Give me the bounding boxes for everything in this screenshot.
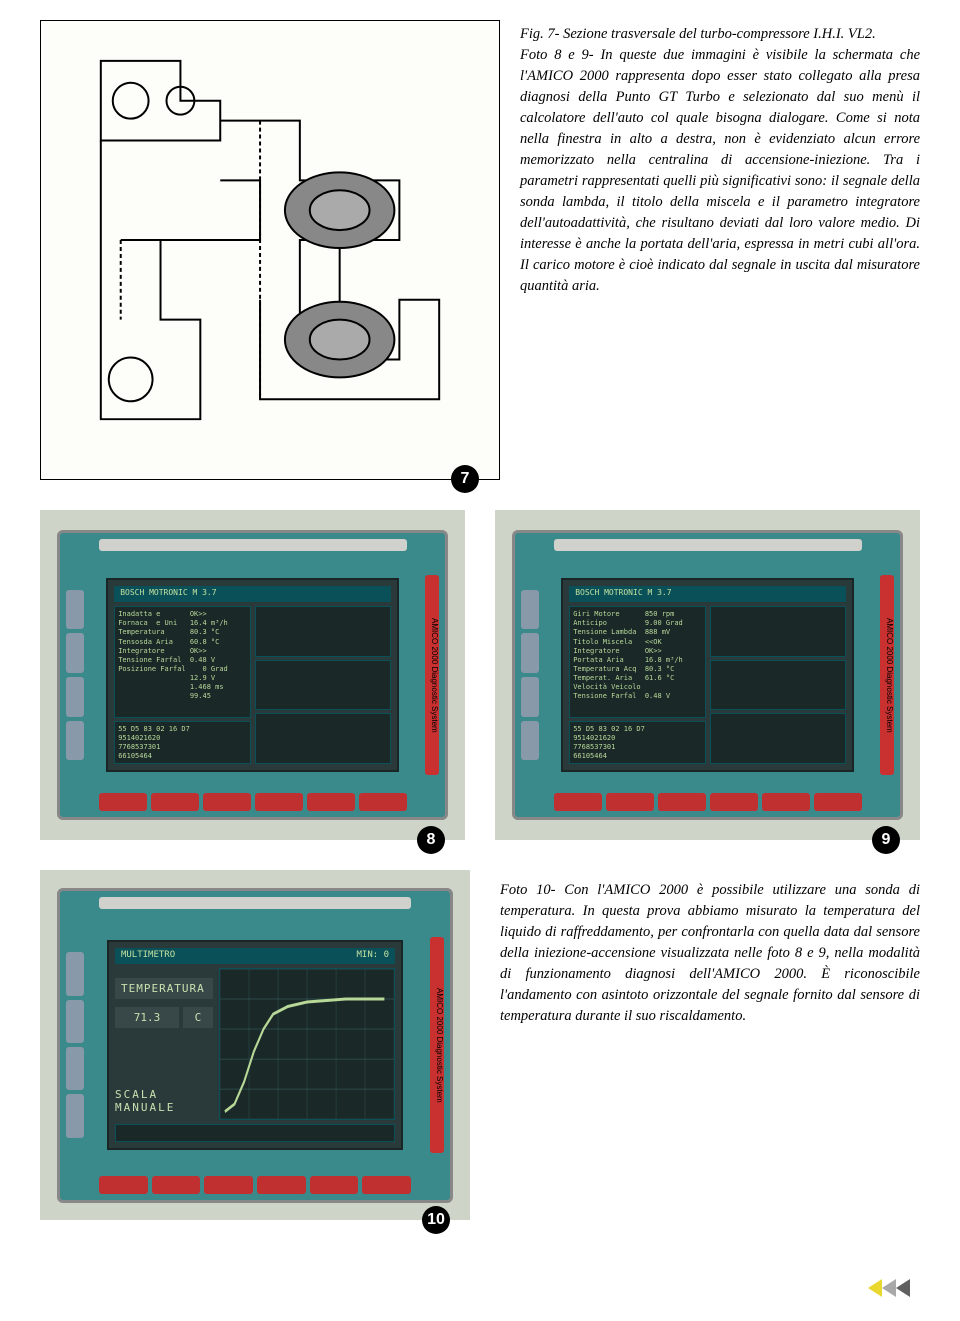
photo-8-9-caption: Foto 8 e 9- In queste due immagini è vis… [520, 47, 920, 294]
device-10-bottom-buttons [99, 1176, 411, 1194]
device-10-bezel: AMICO 2000 Diagnostic System MULTIMETRO … [57, 888, 453, 1203]
device-10-left-buttons [66, 952, 84, 1137]
screen-10-left-panel: TEMPERATURA 71.3 C SCALA MANUALE [115, 968, 213, 1120]
device-photo-10: AMICO 2000 Diagnostic System MULTIMETRO … [40, 870, 470, 1220]
screen-8-codes: 55 D5 83 02 16 D7 9514021620 7768537301 … [114, 721, 250, 764]
scale-mode-label: SCALA MANUALE [115, 1088, 213, 1114]
footer-arrows [868, 1279, 910, 1297]
screen-10-header-right: MIN: 0 [357, 950, 390, 962]
screen-9-panel-r2 [710, 660, 846, 710]
device-8-bezel: AMICO 2000 Diagnostic System BOSCH MOTRO… [57, 530, 448, 820]
device-8-side-label: AMICO 2000 Diagnostic System [425, 575, 439, 774]
badge-8: 8 [417, 826, 445, 854]
temperature-value: 71.3 [115, 1007, 179, 1028]
arrow-icon [896, 1279, 910, 1297]
screen-9-panel-r1 [710, 606, 846, 656]
screen-10-chart [219, 968, 395, 1120]
device-photo-9: AMICO 2000 Diagnostic System BOSCH MOTRO… [495, 510, 920, 840]
device-9-bezel: AMICO 2000 Diagnostic System BOSCH MOTRO… [512, 530, 903, 820]
device-8-screen: BOSCH MOTRONIC M 3.7 Inadatta e OK>> For… [106, 578, 399, 771]
device-8-bottom-buttons [99, 793, 407, 811]
screen-10-header-left: MULTIMETRO [121, 950, 175, 962]
device-8-top-bar [99, 539, 407, 551]
device-9-screen: BOSCH MOTRONIC M 3.7 Giri Motore 850 rpm… [561, 578, 854, 771]
turbo-cross-section [61, 41, 479, 459]
temperature-unit: C [183, 1007, 213, 1028]
temperature-label: TEMPERATURA [115, 978, 213, 999]
device-9-side-label: AMICO 2000 Diagnostic System [880, 575, 894, 774]
screen-9-codes: 55 D5 83 02 16 D7 9514021620 7768537301 … [569, 721, 705, 764]
screen-9-panel-r3 [710, 713, 846, 763]
badge-10: 10 [422, 1206, 450, 1234]
photo-10-caption: Foto 10- Con l'AMICO 2000 è possibile ut… [500, 882, 920, 1024]
device-10-screen: MULTIMETRO MIN: 0 TEMPERATURA 71.3 C SCA… [107, 940, 403, 1150]
screen-8-panel-r3 [255, 713, 391, 763]
screen-8-panel-r2 [255, 660, 391, 710]
device-10-top-bar [99, 897, 411, 909]
badge-7: 7 [451, 465, 479, 493]
caption-text-2: Foto 10- Con l'AMICO 2000 è possibile ut… [500, 870, 920, 1027]
screen-10-footer [115, 1124, 395, 1142]
badge-9: 9 [872, 826, 900, 854]
figure-7-title: Fig. 7- Sezione trasversale del turbo-co… [520, 26, 876, 42]
screen-8-panel-r1 [255, 606, 391, 656]
device-9-bottom-buttons [554, 793, 862, 811]
device-10-side-label: AMICO 2000 Diagnostic System [430, 937, 444, 1153]
screen-10-header: MULTIMETRO MIN: 0 [115, 948, 395, 964]
arrow-icon [868, 1279, 882, 1297]
screen-9-header: BOSCH MOTRONIC M 3.7 [569, 586, 846, 602]
device-8-left-buttons [66, 590, 84, 761]
caption-text-1: Fig. 7- Sezione trasversale del turbo-co… [520, 20, 920, 480]
device-photo-8: AMICO 2000 Diagnostic System BOSCH MOTRO… [40, 510, 465, 840]
screen-8-params: Inadatta e OK>> Fornaca e Uni 16.4 m³/h … [114, 606, 250, 718]
device-9-left-buttons [521, 590, 539, 761]
figure-7-diagram: 7 [40, 20, 500, 480]
device-9-top-bar [554, 539, 862, 551]
screen-9-params: Giri Motore 850 rpm Anticipo 9.00 Grad T… [569, 606, 705, 718]
screen-8-header: BOSCH MOTRONIC M 3.7 [114, 586, 391, 602]
arrow-icon [882, 1279, 896, 1297]
